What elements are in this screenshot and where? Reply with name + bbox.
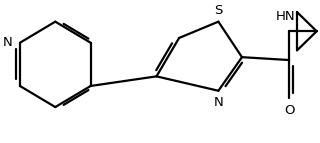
Text: N: N	[3, 36, 13, 49]
Text: O: O	[284, 104, 294, 117]
Text: S: S	[214, 4, 223, 17]
Text: HN: HN	[276, 10, 296, 23]
Text: N: N	[213, 96, 223, 109]
